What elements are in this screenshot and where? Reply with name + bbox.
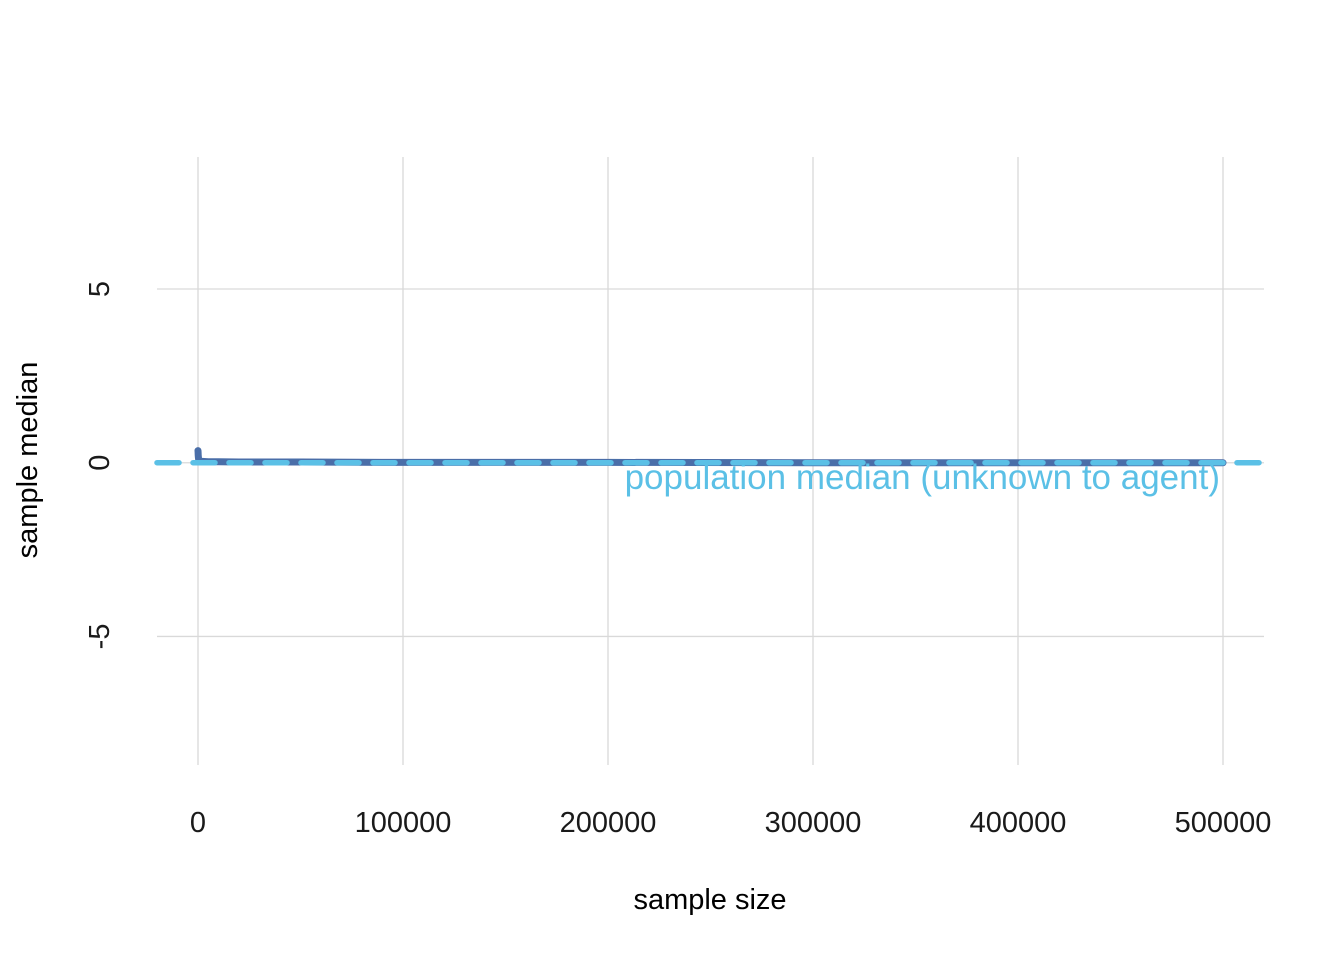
x-axis-title: sample size	[633, 884, 786, 916]
x-tick-label: 200000	[560, 807, 657, 839]
y-tick-label: 0	[84, 455, 116, 471]
y-tick-label: -5	[84, 624, 116, 650]
x-tick-label: 300000	[765, 807, 862, 839]
x-tick-label: 100000	[355, 807, 452, 839]
x-tick-label: 0	[190, 807, 206, 839]
y-tick-label: 5	[84, 281, 116, 297]
x-tick-label: 400000	[970, 807, 1067, 839]
y-axis-ticks: -5 0 5	[84, 281, 116, 649]
reference-layer: population median (unknown to agent)	[154, 458, 1267, 497]
y-axis-title: sample median	[12, 362, 44, 559]
x-tick-label: 500000	[1175, 807, 1272, 839]
population-median-label: population median (unknown to agent)	[625, 458, 1220, 497]
x-axis-ticks: 0 100000 200000 300000 400000 500000	[190, 807, 1271, 839]
